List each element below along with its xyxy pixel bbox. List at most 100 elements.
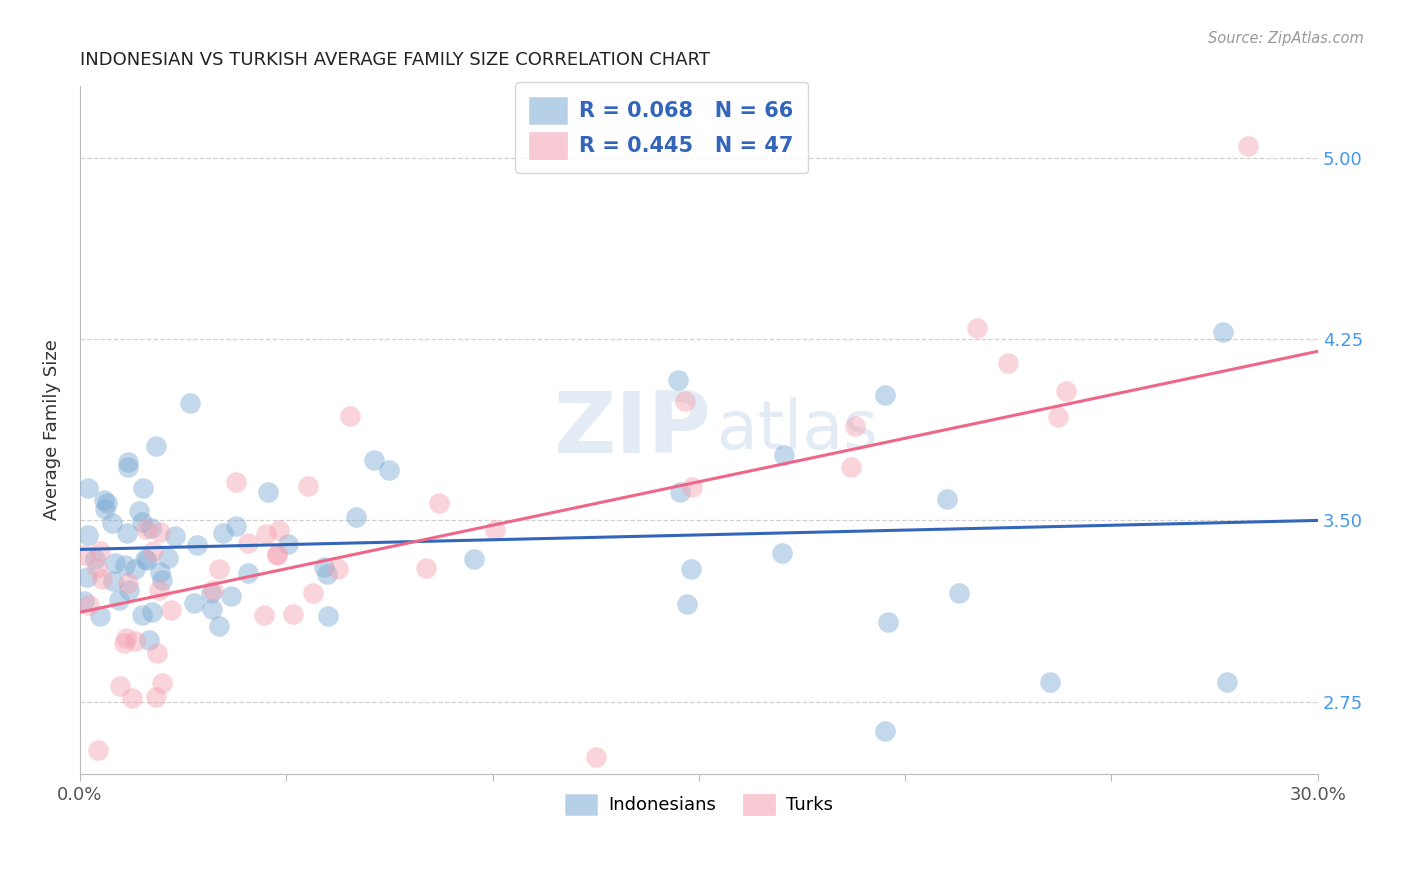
Turks	[124, 634, 146, 648]
Indonesians	[135, 553, 157, 567]
Indonesians	[73, 594, 96, 608]
Turks	[266, 548, 288, 562]
Indonesians	[156, 551, 179, 566]
Indonesians	[76, 527, 98, 541]
Indonesians	[277, 537, 299, 551]
Turks	[585, 750, 607, 764]
Turks	[254, 527, 277, 541]
Turks	[841, 460, 863, 475]
Indonesians	[200, 586, 222, 600]
Text: ZIP: ZIP	[554, 388, 711, 471]
Indonesians	[145, 439, 167, 453]
Indonesians	[772, 448, 794, 462]
Text: INDONESIAN VS TURKISH AVERAGE FAMILY SIZE CORRELATION CHART: INDONESIAN VS TURKISH AVERAGE FAMILY SIZ…	[80, 51, 710, 69]
Turks	[1054, 384, 1077, 398]
Turks	[117, 576, 139, 591]
Turks	[1046, 409, 1069, 424]
Indonesians	[314, 560, 336, 574]
Indonesians	[76, 570, 98, 584]
Turks	[208, 561, 231, 575]
Indonesians	[212, 526, 235, 541]
Indonesians	[363, 453, 385, 467]
Indonesians	[772, 546, 794, 560]
Indonesians	[141, 606, 163, 620]
Turks	[225, 475, 247, 490]
Indonesians	[256, 485, 278, 500]
Indonesians	[83, 551, 105, 566]
Turks	[484, 524, 506, 538]
Turks	[108, 679, 131, 693]
Indonesians	[103, 574, 125, 589]
Indonesians	[118, 582, 141, 597]
Legend: Indonesians, Turks: Indonesians, Turks	[555, 785, 842, 823]
Turks	[281, 607, 304, 621]
Turks	[673, 393, 696, 408]
Turks	[302, 585, 325, 599]
Indonesians	[93, 492, 115, 507]
Indonesians	[1216, 675, 1239, 690]
Turks	[201, 583, 224, 598]
Turks	[91, 573, 114, 587]
Turks	[427, 496, 450, 510]
Indonesians	[1212, 325, 1234, 339]
Turks	[326, 562, 349, 576]
Indonesians	[134, 552, 156, 566]
Turks	[87, 743, 110, 757]
Turks	[114, 631, 136, 645]
Indonesians	[935, 492, 957, 507]
Turks	[266, 548, 288, 562]
Text: atlas: atlas	[717, 397, 879, 463]
Turks	[142, 544, 165, 558]
Turks	[236, 536, 259, 550]
Indonesians	[149, 566, 172, 580]
Indonesians	[117, 455, 139, 469]
Indonesians	[96, 496, 118, 510]
Indonesians	[208, 619, 231, 633]
Indonesians	[219, 589, 242, 603]
Indonesians	[463, 551, 485, 566]
Indonesians	[163, 528, 186, 542]
Indonesians	[316, 609, 339, 624]
Indonesians	[873, 723, 896, 738]
Turks	[297, 479, 319, 493]
Indonesians	[316, 566, 339, 581]
Turks	[966, 321, 988, 335]
Turks	[135, 523, 157, 537]
Turks	[1236, 139, 1258, 153]
Indonesians	[948, 586, 970, 600]
Turks	[415, 560, 437, 574]
Indonesians	[183, 596, 205, 610]
Indonesians	[1038, 675, 1060, 690]
Turks	[77, 598, 100, 612]
Indonesians	[679, 562, 702, 576]
Turks	[145, 690, 167, 704]
Indonesians	[873, 388, 896, 402]
Turks	[269, 523, 291, 537]
Indonesians	[877, 615, 900, 630]
Indonesians	[132, 481, 155, 495]
Turks	[148, 582, 170, 597]
Indonesians	[128, 504, 150, 518]
Indonesians	[93, 501, 115, 516]
Indonesians	[666, 373, 689, 387]
Indonesians	[201, 602, 224, 616]
Turks	[89, 543, 111, 558]
Turks	[112, 636, 135, 650]
Turks	[844, 418, 866, 433]
Turks	[681, 480, 703, 494]
Indonesians	[141, 520, 163, 534]
Indonesians	[101, 516, 124, 530]
Indonesians	[107, 592, 129, 607]
Indonesians	[186, 538, 208, 552]
Indonesians	[115, 525, 138, 540]
Indonesians	[676, 597, 699, 611]
Indonesians	[236, 566, 259, 580]
Text: Source: ZipAtlas.com: Source: ZipAtlas.com	[1208, 31, 1364, 46]
Turks	[997, 356, 1019, 370]
Indonesians	[104, 556, 127, 570]
Turks	[339, 409, 361, 423]
Indonesians	[378, 463, 401, 477]
Turks	[160, 603, 183, 617]
Indonesians	[89, 609, 111, 624]
Turks	[146, 646, 169, 660]
